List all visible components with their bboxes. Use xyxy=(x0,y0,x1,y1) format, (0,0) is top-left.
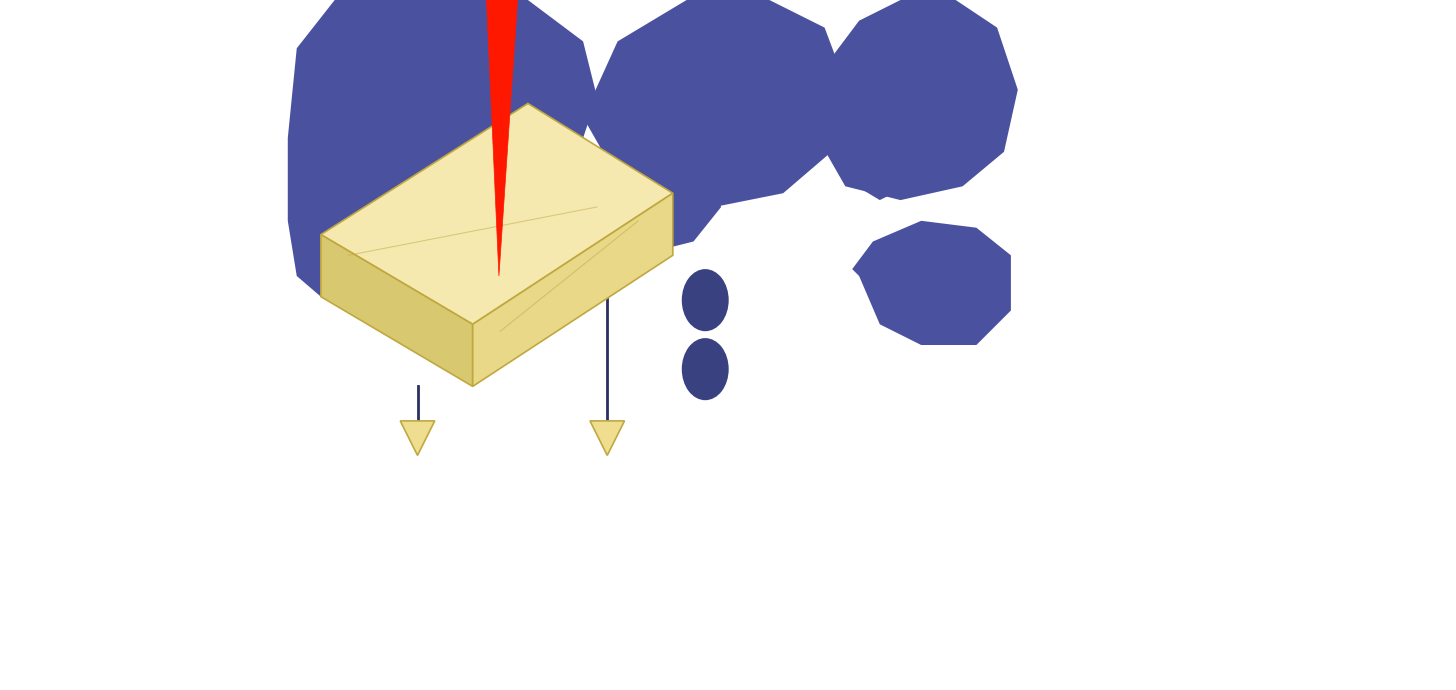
Polygon shape xyxy=(320,235,473,386)
Polygon shape xyxy=(852,221,1010,345)
Polygon shape xyxy=(818,0,1018,200)
Polygon shape xyxy=(590,421,625,455)
Polygon shape xyxy=(473,193,673,386)
Polygon shape xyxy=(542,138,721,255)
Polygon shape xyxy=(831,97,922,200)
Ellipse shape xyxy=(681,269,728,331)
Polygon shape xyxy=(288,0,597,297)
Polygon shape xyxy=(486,0,517,276)
Polygon shape xyxy=(582,0,846,207)
Polygon shape xyxy=(400,421,435,455)
Ellipse shape xyxy=(681,338,728,400)
Polygon shape xyxy=(320,104,673,324)
